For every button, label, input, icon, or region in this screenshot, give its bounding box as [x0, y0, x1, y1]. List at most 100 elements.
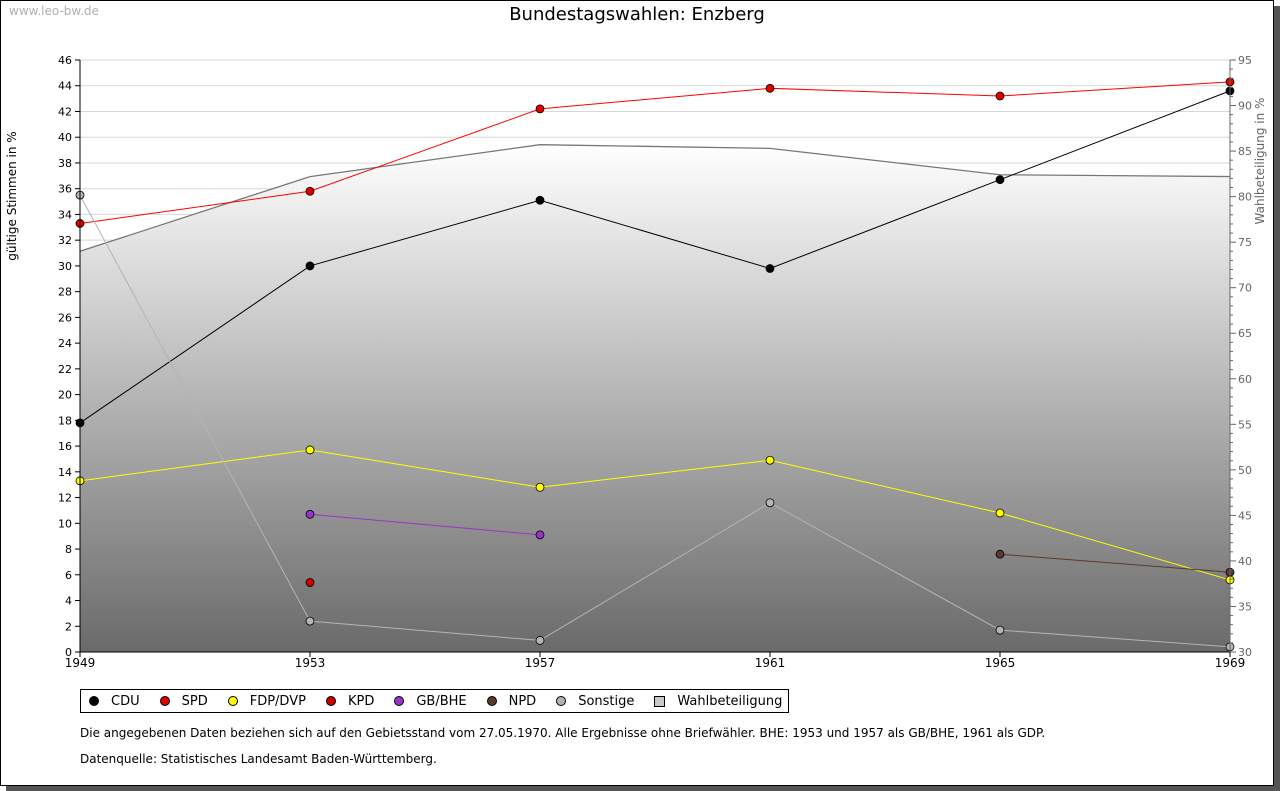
y-tick-label: 16 [58, 440, 72, 453]
x-tick-label: 1953 [295, 656, 326, 670]
series-line-cdu [79, 90, 1231, 424]
y2-tick-label: 30 [1238, 646, 1252, 659]
y2-tick-label: 90 [1238, 100, 1252, 113]
legend-marker-icon [227, 696, 238, 706]
legend-item[interactable]: NPD [483, 693, 537, 709]
y2-tick-label: 60 [1238, 373, 1252, 386]
legend-marker-icon [394, 696, 405, 706]
y-tick-label: 38 [58, 157, 72, 170]
y2-tick-label: 40 [1238, 555, 1252, 568]
y-tick-label: 32 [58, 234, 72, 247]
data-point-spd [765, 83, 775, 93]
legend-item[interactable]: Wahlbeteiligung [650, 694, 782, 709]
legend-label: SPD [181, 693, 208, 709]
watermark: www.leo-bw.de [9, 4, 99, 18]
y-tick-label: 28 [58, 286, 72, 299]
x-tick-label: 1969 [1215, 656, 1246, 670]
y2-tick-label: 85 [1238, 145, 1252, 158]
legend-item[interactable]: CDU [85, 694, 140, 709]
legend-label: Sonstige [578, 693, 635, 709]
legend-square-icon [654, 695, 666, 707]
note-data-basis: Die angegebenen Daten beziehen sich auf … [80, 726, 1046, 740]
y-tick-label: 42 [58, 105, 72, 118]
legend-item[interactable]: FDP/DVP [224, 694, 306, 709]
y2-tick-label: 45 [1238, 509, 1252, 522]
data-point-sonstige [535, 636, 545, 645]
legend-item[interactable]: KPD [322, 694, 374, 709]
legend-marker-icon [556, 696, 567, 706]
y2-tick-label: 35 [1238, 600, 1252, 613]
data-point-fdp-dvp [535, 482, 545, 492]
y-tick-label: 6 [65, 569, 72, 582]
chart-title: Bundestagswahlen: Enzberg [509, 4, 765, 25]
y2-tick-label: 50 [1238, 464, 1252, 477]
data-point-spd [535, 104, 545, 114]
y-tick-label: 34 [58, 208, 72, 221]
data-point-spd [305, 186, 315, 196]
legend-marker-icon [89, 696, 99, 706]
legend-label: Wahlbeteiligung [677, 693, 783, 709]
data-point-sonstige [765, 498, 775, 508]
data-point-spd [995, 91, 1005, 101]
y-tick-label: 30 [58, 260, 72, 273]
note-source: Datenquelle: Statistisches Landesamt Bad… [80, 752, 437, 766]
series-line-gb-bhe [309, 513, 541, 536]
y2-tick-label: 75 [1238, 236, 1252, 249]
y-tick-label: 44 [58, 80, 72, 93]
series-line-sonstige [79, 194, 1231, 648]
data-point-kpd [305, 578, 315, 587]
y-tick-label: 12 [58, 492, 72, 505]
data-point-gb-bhe [305, 509, 315, 519]
data-point-cdu [995, 175, 1005, 185]
y-tick-label: 24 [58, 337, 72, 350]
data-point-cdu [535, 195, 545, 205]
legend-item[interactable]: SPD [156, 694, 208, 709]
legend-label: GB/BHE [416, 693, 467, 709]
y2-tick-label: 80 [1238, 191, 1252, 204]
turnout-area [80, 144, 1230, 652]
y-tick-label: 26 [58, 311, 72, 324]
y-tick-label: 40 [58, 131, 72, 144]
data-point-sonstige [995, 625, 1005, 635]
legend-item[interactable]: GB/BHE [390, 693, 467, 709]
turnout-line [79, 144, 1231, 252]
y2-tick-label: 65 [1238, 327, 1252, 340]
data-point-fdp-dvp [995, 508, 1005, 518]
data-point-fdp-dvp [305, 445, 315, 455]
y2-tick-label: 70 [1238, 282, 1252, 295]
legend-marker-icon [325, 696, 336, 706]
legend-marker-icon [486, 696, 497, 706]
y2-tick-label: 95 [1238, 54, 1252, 67]
y2-tick-label: 55 [1238, 418, 1252, 431]
data-point-sonstige [305, 616, 315, 626]
y-tick-label: 36 [58, 183, 72, 196]
legend-label: KPD [347, 693, 375, 709]
legend-label: FDP/DVP [249, 693, 306, 709]
legend: CDU SPD FDP/DVP KPD GB/BHE NPD Sonstige Wahlbet… [80, 689, 790, 713]
y2-axis-label: Wahlbeteiligung in % [1253, 98, 1267, 225]
y-tick-label: 18 [58, 414, 72, 427]
data-point-cdu [305, 261, 315, 271]
x-tick-label: 1965 [985, 656, 1016, 670]
series-line-spd [79, 81, 1231, 224]
legend-marker-icon [159, 696, 170, 706]
y-tick-label: 14 [58, 466, 72, 479]
x-tick-label: 1961 [755, 656, 786, 670]
y-tick-label: 46 [58, 54, 72, 67]
y-tick-label: 4 [65, 595, 72, 608]
legend-label: CDU [111, 693, 140, 709]
data-point-fdp-dvp [765, 455, 775, 465]
legend-label: NPD [508, 693, 537, 709]
data-point-gb-bhe [535, 530, 545, 540]
y-tick-label: 22 [58, 363, 72, 376]
legend-item[interactable]: Sonstige [552, 694, 634, 709]
x-tick-label: 1957 [525, 656, 556, 670]
y-tick-label: 8 [65, 543, 72, 556]
x-tick-label: 1949 [65, 656, 96, 670]
y-tick-label: 10 [58, 517, 72, 530]
series-line-fdp-dvp [79, 449, 1231, 581]
data-point-cdu [765, 264, 775, 273]
y-tick-label: 20 [58, 389, 72, 402]
y-tick-label: 2 [65, 620, 72, 633]
